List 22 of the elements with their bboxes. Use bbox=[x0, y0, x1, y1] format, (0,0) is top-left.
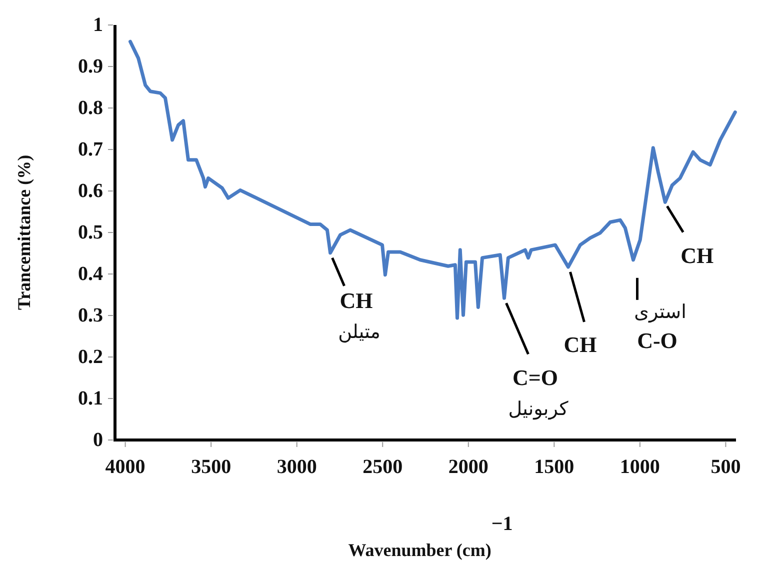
annotation: CH bbox=[680, 243, 714, 268]
y-tick-label: 0.9 bbox=[78, 56, 103, 78]
y-tick-label: 0.1 bbox=[78, 388, 103, 410]
x-tick-label: 1500 bbox=[534, 456, 574, 478]
y-tick-label: 0.4 bbox=[78, 263, 103, 285]
y-tick-label: 0.8 bbox=[78, 97, 103, 119]
x-tick-label: 3000 bbox=[276, 456, 317, 478]
y-tick-label: 0.3 bbox=[78, 304, 103, 326]
annotation: CH bbox=[666, 206, 714, 268]
x-tick-label: 3500 bbox=[191, 456, 232, 478]
x-tick-label: 2500 bbox=[362, 456, 403, 478]
x-tick-label: 2000 bbox=[448, 456, 488, 478]
y-axis-title: Trancemittance (%) bbox=[14, 154, 34, 310]
y-tick-label: 1 bbox=[93, 14, 103, 36]
x-tick-label: 1000 bbox=[620, 456, 660, 478]
y-tick-label: 0.7 bbox=[78, 138, 103, 160]
y-tick-label: 0.5 bbox=[78, 222, 103, 244]
y-tick-label: 0.2 bbox=[78, 346, 103, 368]
y-tick-label: 0.6 bbox=[78, 180, 103, 202]
x-tick-label: 4000 bbox=[105, 456, 146, 478]
x-tick-label: 500 bbox=[710, 456, 741, 478]
y-tick-label: 0 bbox=[93, 429, 103, 451]
